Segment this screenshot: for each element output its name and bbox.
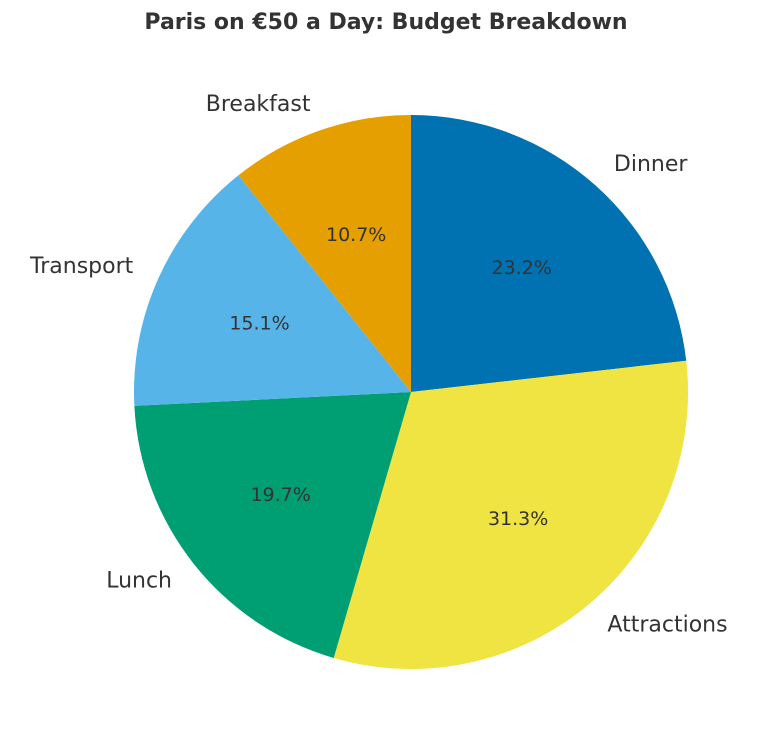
pie-slice-breakfast (238, 115, 411, 392)
chart-title: Paris on €50 a Day: Budget Breakdown (144, 10, 628, 35)
pie-slice-dinner (411, 115, 687, 392)
pct-label-transport: 15.1% (229, 313, 289, 335)
pct-label-lunch: 19.7% (250, 484, 310, 506)
pie-slice-transport (134, 175, 411, 406)
slice-label-dinner: Dinner (614, 152, 688, 177)
slice-label-attractions: Attractions (607, 612, 727, 637)
pie-slice-attractions (333, 360, 688, 669)
pct-label-attractions: 31.3% (488, 508, 548, 530)
pct-label-breakfast: 10.7% (326, 224, 386, 246)
slice-label-lunch: Lunch (106, 569, 172, 594)
pct-label-dinner: 23.2% (492, 257, 552, 279)
slice-label-breakfast: Breakfast (206, 92, 311, 117)
slice-label-transport: Transport (29, 254, 134, 279)
pie-slice-lunch (134, 392, 412, 659)
